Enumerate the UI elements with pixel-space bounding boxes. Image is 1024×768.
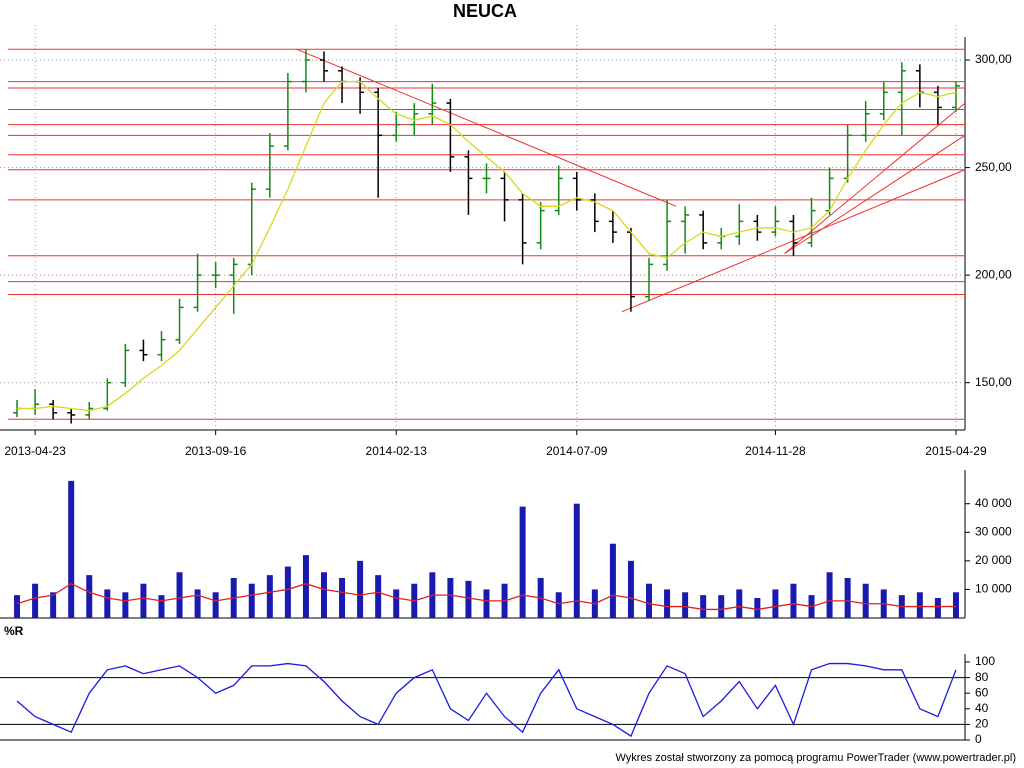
- y-tick-label: 150,00: [975, 375, 1012, 389]
- y-tick-label: 40 000: [975, 496, 1012, 510]
- volume-bar: [555, 592, 562, 618]
- volume-bar: [302, 555, 309, 618]
- panel-title: %R: [4, 624, 24, 638]
- volume-bar: [393, 589, 400, 618]
- volume-bar: [284, 566, 291, 618]
- volume-bar: [844, 578, 851, 618]
- y-tick-label: 250,00: [975, 160, 1012, 174]
- volume-bar: [519, 506, 526, 618]
- volume-bar: [68, 480, 75, 618]
- volume-bar: [862, 583, 869, 618]
- x-tick-label: 2014-07-09: [546, 444, 608, 458]
- volume-bar: [104, 589, 111, 618]
- volume-bar: [339, 578, 346, 618]
- volume-bar: [573, 503, 580, 618]
- volume-bar: [320, 572, 327, 618]
- volume-bar: [266, 575, 273, 618]
- volume-bar: [682, 592, 689, 618]
- y-tick-label: 40: [975, 701, 989, 715]
- volume-bar: [772, 589, 779, 618]
- volume-bar: [248, 583, 255, 618]
- volume-bar: [609, 543, 616, 618]
- trend-line: [784, 102, 966, 255]
- volume-bar: [483, 589, 490, 618]
- volume-bar: [86, 575, 93, 618]
- y-tick-label: 0: [975, 732, 982, 746]
- volume-bar: [934, 598, 941, 618]
- trend-line: [784, 134, 966, 255]
- volume-bar: [646, 583, 653, 618]
- volume-bar: [952, 592, 959, 618]
- series-line: [16, 582, 956, 611]
- volume-bar: [357, 560, 364, 618]
- x-tick-label: 2014-02-13: [366, 444, 428, 458]
- x-tick-label: 2015-04-29: [925, 444, 987, 458]
- volume-bar: [465, 580, 472, 618]
- x-tick-label: 2013-09-16: [185, 444, 247, 458]
- volume-bar: [32, 583, 39, 618]
- y-tick-label: 20 000: [975, 553, 1012, 567]
- y-tick-label: 200,00: [975, 267, 1012, 281]
- chart-title: NEUCA: [453, 1, 517, 21]
- x-tick-label: 2014-11-28: [745, 444, 806, 458]
- volume-bar: [790, 583, 797, 618]
- volume-bar: [158, 595, 165, 618]
- y-tick-label: 100: [975, 654, 995, 668]
- y-tick-label: 30 000: [975, 524, 1012, 538]
- volume-bar: [700, 595, 707, 618]
- volume-bar: [627, 560, 634, 618]
- volume-bar: [375, 575, 382, 618]
- y-tick-label: 80: [975, 670, 989, 684]
- volume-bar: [194, 589, 201, 618]
- y-tick-label: 20: [975, 717, 989, 731]
- volume-bar: [176, 572, 183, 618]
- volume-bar: [122, 592, 129, 618]
- volume-bar: [50, 592, 57, 618]
- volume-bar: [736, 589, 743, 618]
- y-tick-label: 10 000: [975, 582, 1012, 596]
- volume-bar: [140, 583, 147, 618]
- y-tick-label: 60: [975, 685, 989, 699]
- y-tick-label: 300,00: [975, 52, 1012, 66]
- series-line: [17, 80, 957, 412]
- volume-bar: [754, 598, 761, 618]
- volume-bar: [212, 592, 219, 618]
- series-line: [16, 662, 957, 738]
- footer: Wykres został stworzony za pomocą progra…: [615, 752, 1016, 764]
- volume-bar: [447, 578, 454, 618]
- volume-bar: [14, 595, 21, 618]
- trend-line: [296, 48, 677, 207]
- volume-bar: [916, 592, 923, 618]
- volume-bar: [664, 589, 671, 618]
- x-tick-label: 2013-04-23: [4, 444, 66, 458]
- volume-bar: [718, 595, 725, 618]
- volume-bar: [826, 572, 833, 618]
